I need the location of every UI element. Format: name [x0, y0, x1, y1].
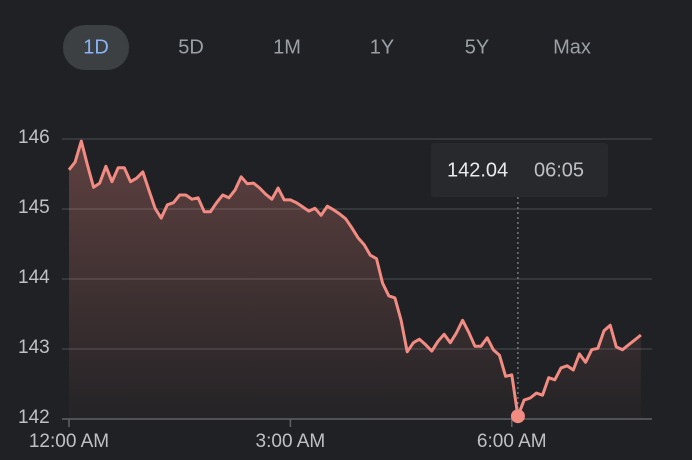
- range-tab-label: Max: [553, 36, 591, 58]
- range-tab[interactable]: 1D: [63, 25, 129, 70]
- y-tick-label: 144: [18, 267, 50, 288]
- range-tab[interactable]: 1M: [273, 36, 301, 58]
- range-tab[interactable]: Max: [553, 36, 591, 58]
- y-tick-label: 145: [18, 197, 50, 218]
- price-line: [67, 139, 642, 418]
- range-tab[interactable]: 5D: [178, 36, 204, 58]
- plot: 142 143 144 145 146 12:00 AM 3:00 AM 6:00 AM 142…: [18, 127, 652, 452]
- hover-point: [510, 409, 525, 424]
- range-tab-label: 5D: [178, 36, 204, 58]
- range-tabs: 1D 5D 1M 1Y 5Y Max: [63, 25, 591, 70]
- x-tick-label: 6:00 AM: [477, 431, 547, 452]
- tooltip-box: [431, 143, 608, 197]
- range-tab[interactable]: 5Y: [465, 36, 489, 58]
- tooltip-value: 142.04: [447, 159, 508, 181]
- y-tick-label: 143: [18, 337, 50, 358]
- range-tab[interactable]: 1Y: [370, 36, 394, 58]
- range-tab-label: 1D: [83, 36, 109, 58]
- range-tab-label: 5Y: [465, 36, 489, 58]
- range-tab-label: 1M: [273, 36, 301, 58]
- range-tab-label: 1Y: [370, 36, 394, 58]
- y-tick-label: 146: [18, 127, 50, 148]
- x-tick-label: 12:00 AM: [29, 431, 109, 452]
- x-tick-label: 3:00 AM: [256, 431, 326, 452]
- y-tick-label: 142: [18, 407, 50, 428]
- range-tab-selected: [63, 25, 129, 70]
- tooltip-time: 06:05: [534, 159, 584, 181]
